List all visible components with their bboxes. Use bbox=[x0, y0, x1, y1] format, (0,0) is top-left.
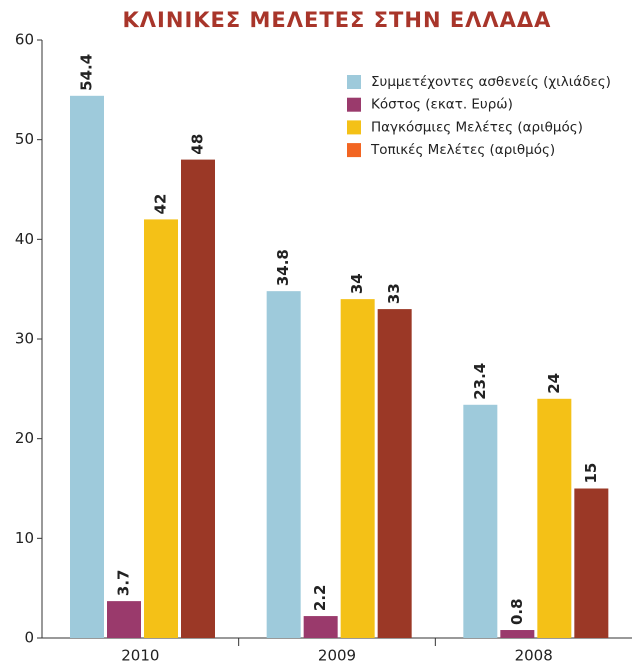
data-label: 48 bbox=[189, 134, 207, 155]
legend-label: Κόστος (εκατ. Ευρώ) bbox=[371, 97, 513, 113]
bar bbox=[303, 616, 338, 638]
y-tick-label: 30 bbox=[15, 330, 34, 348]
legend-label: Παγκόσμιες Μελέτες (αριθμός) bbox=[371, 119, 583, 135]
legend-swatch bbox=[347, 143, 361, 158]
data-label: 42 bbox=[152, 194, 170, 215]
bar bbox=[574, 488, 609, 638]
bar bbox=[181, 159, 215, 638]
y-tick-label: 10 bbox=[15, 529, 34, 547]
data-label: 15 bbox=[582, 463, 600, 484]
x-tick-label: 2009 bbox=[318, 647, 356, 665]
data-label: 2.2 bbox=[311, 584, 329, 611]
data-label: 34.8 bbox=[274, 249, 292, 286]
data-label: 0.8 bbox=[508, 598, 526, 625]
data-label: 23.4 bbox=[471, 363, 489, 400]
data-label: 34 bbox=[348, 273, 366, 294]
y-tick-label: 20 bbox=[15, 429, 34, 447]
bar bbox=[463, 404, 498, 638]
bar bbox=[107, 601, 141, 638]
x-tick-label: 2008 bbox=[515, 647, 553, 665]
bar bbox=[377, 309, 412, 638]
data-label: 24 bbox=[545, 373, 563, 394]
legend-label: Τοπικές Μελέτες (αριθμός) bbox=[370, 142, 555, 158]
legend-swatch bbox=[347, 75, 361, 89]
y-tick-label: 0 bbox=[24, 629, 34, 647]
chart-title: ΚΛΙΝΙΚΕΣ ΜΕΛΕΤΕΣ ΣΤΗΝ ΕΛΛΑΔΑ bbox=[123, 8, 552, 32]
data-label: 54.4 bbox=[78, 54, 96, 91]
legend-label: Συμμετέχοντες ασθενείς (χιλιάδες) bbox=[371, 74, 611, 90]
bar bbox=[144, 219, 178, 638]
bar bbox=[266, 291, 301, 638]
y-tick-label: 40 bbox=[15, 230, 34, 248]
bar bbox=[70, 95, 104, 638]
bar bbox=[500, 630, 535, 638]
y-tick-label: 50 bbox=[15, 130, 34, 148]
legend-swatch bbox=[347, 120, 361, 135]
x-tick-label: 2010 bbox=[121, 647, 159, 665]
data-label: 33 bbox=[385, 283, 403, 304]
data-label: 3.7 bbox=[115, 570, 133, 597]
legend-swatch bbox=[347, 97, 361, 112]
y-tick-label: 60 bbox=[15, 31, 34, 49]
bar bbox=[537, 398, 572, 638]
bar bbox=[340, 299, 375, 638]
